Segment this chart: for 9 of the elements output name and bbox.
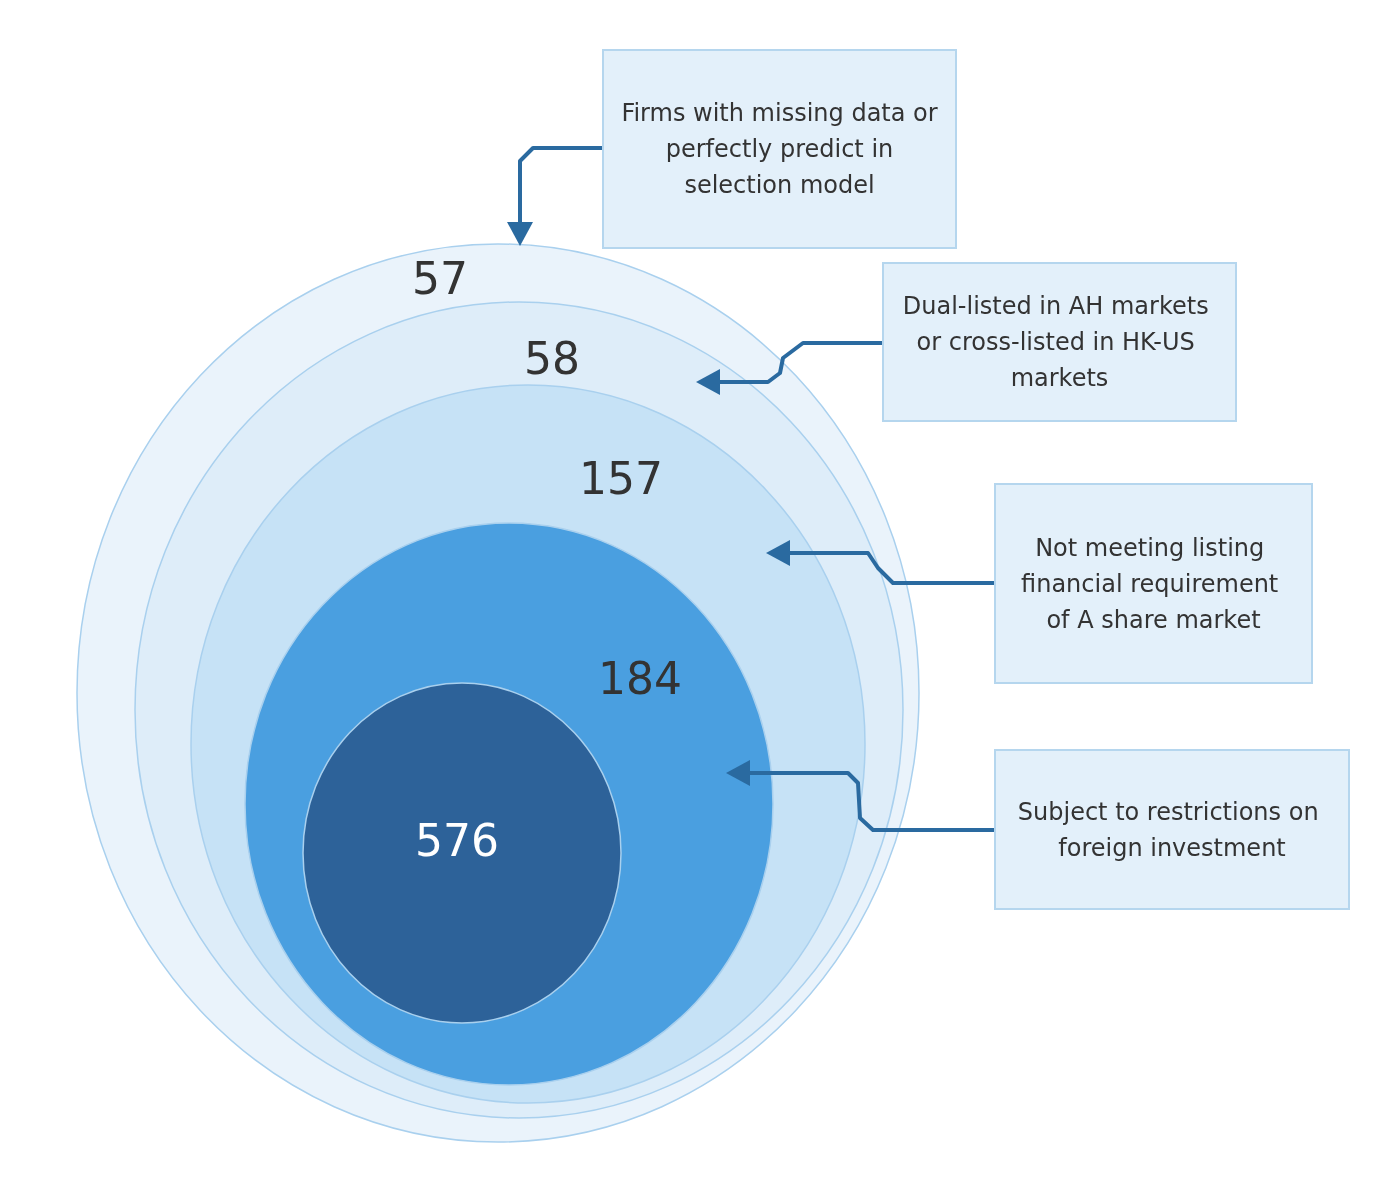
text: Not meeting listing financial requirement of A share market: [1021, 533, 1286, 634]
data-label: 157: [579, 452, 663, 504]
data-label: 58: [524, 332, 580, 384]
data-label: 57: [412, 252, 468, 304]
data-label: 184: [598, 652, 682, 704]
text: Dual-listed in AH markets or cross-listed in HK-US markets: [902, 292, 1217, 392]
text: Subject to restrictions on foreign investment: [1017, 797, 1327, 862]
text: Firms with missing data or perfectly predict in selection model: [621, 99, 938, 199]
data-label: 576: [415, 814, 499, 866]
